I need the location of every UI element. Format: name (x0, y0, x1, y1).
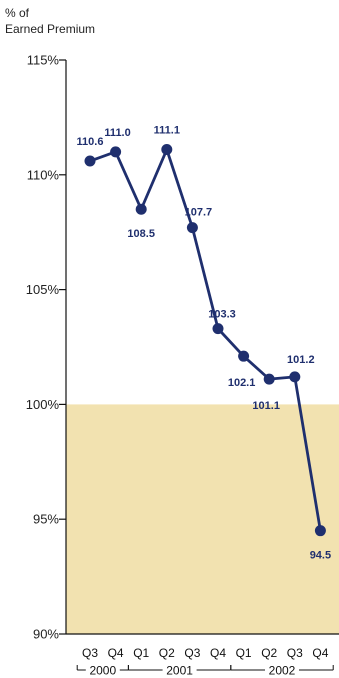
data-label: 103.3 (208, 309, 236, 321)
x-tick-label: Q3 (82, 646, 98, 660)
data-point (161, 144, 173, 156)
data-point (314, 525, 326, 537)
series-line (89, 148, 322, 531)
y-tick-label: 100% (26, 397, 60, 412)
data-label: 107.7 (185, 207, 213, 219)
data-point (135, 203, 147, 215)
y-tick-label: 95% (33, 512, 59, 527)
data-point (110, 146, 122, 158)
year-label: 2001 (166, 664, 193, 678)
data-label: 102.1 (228, 377, 256, 389)
data-label: 111.1 (154, 125, 180, 137)
y-axis-title-line2: Earned Premium (5, 22, 95, 36)
data-label: 108.5 (127, 228, 155, 240)
data-point (84, 155, 96, 167)
data-label: 111.0 (104, 127, 130, 139)
data-label: 101.2 (287, 354, 315, 366)
year-label: 2002 (269, 664, 296, 678)
data-point (238, 350, 250, 362)
data-point (186, 222, 198, 234)
x-tick-label: Q4 (210, 646, 226, 660)
x-tick-label: Q4 (108, 646, 124, 660)
data-label: 101.1 (252, 400, 280, 412)
data-label: 94.5 (310, 550, 331, 562)
y-tick-label: 115% (27, 53, 60, 68)
x-tick-label: Q3 (287, 646, 303, 660)
y-tick-label: 110% (27, 167, 60, 182)
data-point (212, 323, 224, 335)
x-tick-label: Q2 (159, 646, 175, 660)
y-tick-label: 90% (33, 627, 59, 642)
x-tick-label: Q1 (133, 646, 149, 660)
x-tick-label: Q1 (236, 646, 252, 660)
y-axis-title-line1: % of (5, 6, 30, 20)
data-point (289, 371, 301, 383)
data-label: 110.6 (77, 136, 104, 148)
y-tick-label: 105% (26, 282, 60, 297)
data-point (263, 373, 275, 385)
x-tick-label: Q3 (184, 646, 200, 660)
shaded-band-below-100 (66, 404, 339, 634)
year-label: 2000 (89, 664, 116, 678)
x-tick-label: Q2 (261, 646, 277, 660)
x-tick-label: Q4 (312, 646, 328, 660)
